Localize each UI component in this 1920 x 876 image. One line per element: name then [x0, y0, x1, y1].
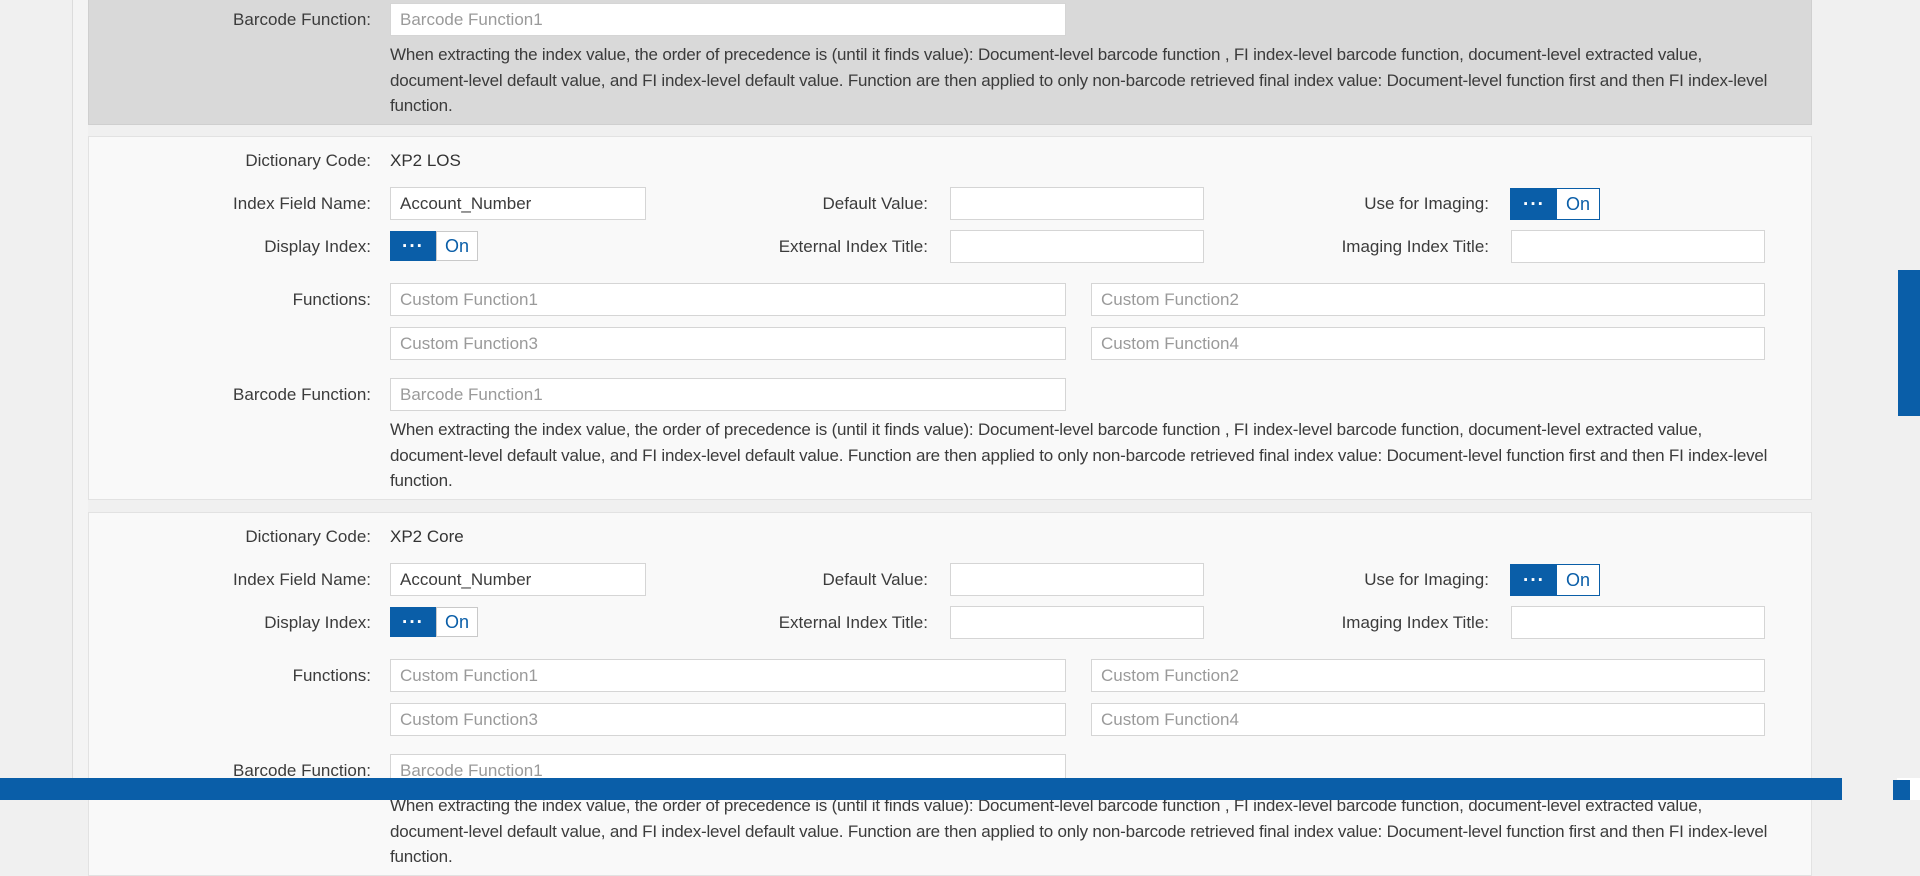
toggle-on-state: On — [1557, 189, 1599, 219]
toggle-options-dots[interactable]: ··· — [1511, 189, 1557, 219]
custom-function3-input[interactable] — [390, 327, 1066, 360]
external-index-title-input[interactable] — [950, 230, 1204, 263]
display-index-label: Display Index: — [264, 237, 371, 256]
toggle-on-state: On — [436, 231, 478, 261]
vertical-scrollbar-thumb[interactable] — [1898, 270, 1920, 416]
display-index-toggle[interactable]: ··· On — [390, 607, 478, 637]
custom-function4-input[interactable] — [1091, 703, 1765, 736]
use-for-imaging-toggle[interactable]: ··· On — [1510, 564, 1600, 596]
custom-function4-input[interactable] — [1091, 327, 1765, 360]
imaging-index-title-label: Imaging Index Title: — [1341, 613, 1489, 632]
functions-label: Functions: — [292, 290, 371, 309]
use-for-imaging-label: Use for Imaging: — [1364, 194, 1489, 213]
imaging-index-title-label: Imaging Index Title: — [1341, 237, 1489, 256]
custom-function2-input[interactable] — [1091, 283, 1765, 316]
index-field-name-label: Index Field Name: — [233, 570, 371, 589]
toggle-on-state: On — [436, 607, 478, 637]
custom-function1-input[interactable] — [390, 659, 1066, 692]
default-value-input[interactable] — [950, 563, 1204, 596]
content-left-edge — [72, 0, 88, 800]
dictionary-code-value: XP2 LOS — [390, 151, 461, 170]
imaging-index-title-input[interactable] — [1511, 606, 1765, 639]
toggle-options-dots[interactable]: ··· — [1511, 565, 1557, 595]
barcode-function-input[interactable] — [390, 3, 1066, 36]
custom-function1-input[interactable] — [390, 283, 1066, 316]
custom-function2-input[interactable] — [1091, 659, 1765, 692]
custom-function3-input[interactable] — [390, 703, 1066, 736]
help-text: When extracting the index value, the ord… — [390, 796, 1768, 866]
index-field-name-input[interactable] — [390, 187, 646, 220]
dictionary-code-label: Dictionary Code: — [245, 151, 371, 170]
index-field-name-label: Index Field Name: — [233, 194, 371, 213]
toggle-options-dots[interactable]: ··· — [390, 607, 436, 637]
footer-bar — [0, 778, 1842, 800]
barcode-function-label: Barcode Function: — [233, 10, 371, 29]
barcode-function-label: Barcode Function: — [233, 385, 371, 404]
barcode-function-label: Barcode Function: — [233, 761, 371, 780]
use-for-imaging-label: Use for Imaging: — [1364, 570, 1489, 589]
functions-label: Functions: — [292, 666, 371, 685]
default-value-input[interactable] — [950, 187, 1204, 220]
display-index-label: Display Index: — [264, 613, 371, 632]
dictionary-code-label: Dictionary Code: — [245, 527, 371, 546]
help-text: When extracting the index value, the ord… — [390, 420, 1768, 490]
toggle-on-state: On — [1557, 565, 1599, 595]
barcode-function-input[interactable] — [390, 378, 1066, 411]
external-index-title-label: External Index Title: — [778, 613, 928, 632]
help-text: When extracting the index value, the ord… — [390, 45, 1768, 115]
toggle-options-dots[interactable]: ··· — [390, 231, 436, 261]
default-value-label: Default Value: — [822, 194, 928, 213]
external-index-title-input[interactable] — [950, 606, 1204, 639]
dictionary-code-value: XP2 Core — [390, 527, 464, 546]
imaging-index-title-input[interactable] — [1511, 230, 1765, 263]
external-index-title-label: External Index Title: — [778, 237, 928, 256]
use-for-imaging-toggle[interactable]: ··· On — [1510, 188, 1600, 220]
display-index-toggle[interactable]: ··· On — [390, 231, 478, 261]
index-field-panel-xp2-los: Dictionary Code: XP2 LOS Index Field Nam… — [88, 136, 1812, 500]
index-field-panel-xp2-core: Dictionary Code: XP2 Core Index Field Na… — [88, 512, 1812, 876]
index-field-name-input[interactable] — [390, 563, 646, 596]
index-field-panel-partial: Barcode Function: When extracting the in… — [88, 0, 1812, 125]
horizontal-scrollbar-thumb[interactable] — [1893, 780, 1910, 800]
default-value-label: Default Value: — [822, 570, 928, 589]
